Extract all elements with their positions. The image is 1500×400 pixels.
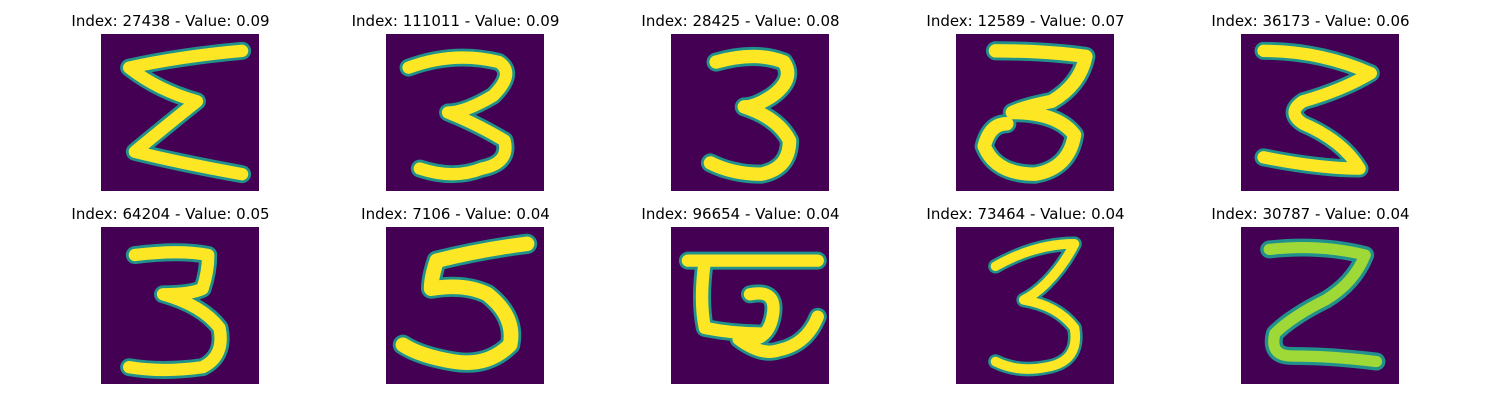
panel-4: Index: 12589 - Value: 0.07 xyxy=(883,12,1168,202)
digit-image xyxy=(956,34,1114,191)
panel-title: Index: 73464 - Value: 0.04 xyxy=(926,205,1125,223)
digit-image xyxy=(956,227,1114,384)
panel-title: Index: 27438 - Value: 0.09 xyxy=(71,12,270,30)
panel-8: Index: 96654 - Value: 0.04 xyxy=(598,205,883,395)
panel-title: Index: 7106 - Value: 0.04 xyxy=(361,205,550,223)
digit-image xyxy=(101,227,259,384)
panel-title: Index: 64204 - Value: 0.05 xyxy=(71,205,270,223)
panel-7: Index: 7106 - Value: 0.04 xyxy=(313,205,598,395)
panel-2: Index: 111011 - Value: 0.09 xyxy=(313,12,598,202)
panel-title: Index: 30787 - Value: 0.04 xyxy=(1211,205,1410,223)
panel-1: Index: 27438 - Value: 0.09 xyxy=(28,12,313,202)
digit-image xyxy=(101,34,259,191)
panel-title: Index: 96654 - Value: 0.04 xyxy=(641,205,840,223)
panel-title: Index: 28425 - Value: 0.08 xyxy=(641,12,840,30)
digit-image xyxy=(671,227,829,384)
panel-9: Index: 73464 - Value: 0.04 xyxy=(883,205,1168,395)
digit-image xyxy=(386,227,544,384)
panel-5: Index: 36173 - Value: 0.06 xyxy=(1168,12,1453,202)
digit-image xyxy=(1241,227,1399,384)
digit-image xyxy=(671,34,829,191)
panel-title: Index: 111011 - Value: 0.09 xyxy=(351,12,560,30)
panel-6: Index: 64204 - Value: 0.05 xyxy=(28,205,313,395)
panel-10: Index: 30787 - Value: 0.04 xyxy=(1168,205,1453,395)
panel-title: Index: 36173 - Value: 0.06 xyxy=(1211,12,1410,30)
digit-image xyxy=(1241,34,1399,191)
digit-image xyxy=(386,34,544,191)
panel-title: Index: 12589 - Value: 0.07 xyxy=(926,12,1125,30)
panel-3: Index: 28425 - Value: 0.08 xyxy=(598,12,883,202)
